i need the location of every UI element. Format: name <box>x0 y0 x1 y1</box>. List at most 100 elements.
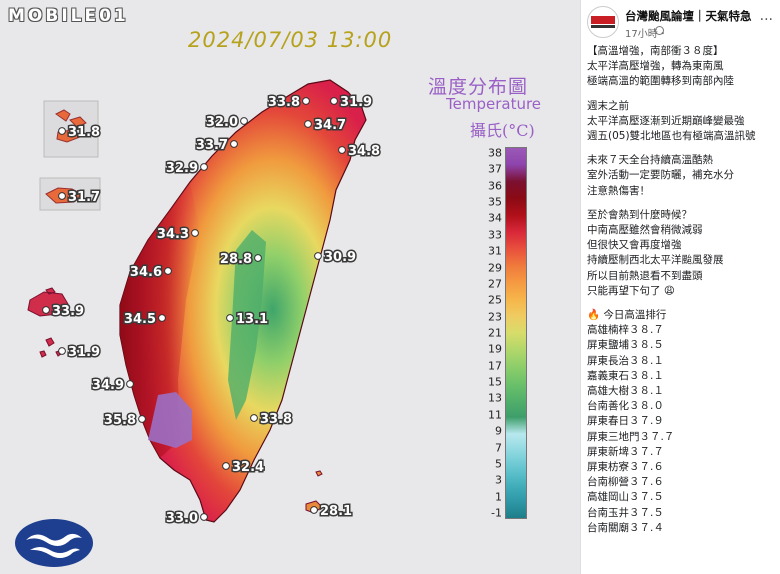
post-text-line <box>587 299 777 308</box>
colorbar-tick-label: 11 <box>488 408 502 422</box>
station-temperature-label: 34.3 <box>157 227 189 242</box>
station-temperature-label: 32.9 <box>166 161 198 176</box>
station-dot <box>338 146 346 154</box>
colorbar-tick-label: 34 <box>488 211 502 225</box>
post-text-line <box>587 199 777 208</box>
colorbar-tick-label: 29 <box>488 261 502 275</box>
station-dot <box>126 380 134 388</box>
ranking-item: 高雄岡山３７.５ <box>587 491 664 504</box>
station-layer: 31.8 31.7 33.9 31.9 32.0 33.8 31.9 34.7 33.7 34.8… <box>42 94 382 528</box>
station-dot <box>254 254 262 262</box>
facebook-post-panel: 台灣颱風論壇｜天氣特急 17小時・ ··· 【高溫增強，南部衝３８度】 太平洋高壓… <box>580 0 780 574</box>
station-dot <box>230 140 238 148</box>
station-temperature-label: 31.7 <box>68 190 100 205</box>
station-dot <box>226 314 234 322</box>
colorbar-tick-label: 33 <box>488 228 502 242</box>
legend-title-chinese: 溫度分布圖 <box>428 76 529 98</box>
post-text-line: 週五(05)雙北地區也有極端高溫訊號 <box>587 130 756 143</box>
station-dot <box>240 117 248 125</box>
cwa-logo-icon <box>15 519 93 567</box>
post-text-line: 但很快又會再度增強 <box>587 239 682 252</box>
temperature-map-image[interactable]: 31.8 31.7 33.9 31.9 32.0 33.8 31.9 34.7 33.7 34.8… <box>0 0 580 574</box>
station-dot <box>191 229 199 237</box>
high-temperature-ranking-list: 高雄楠梓３８.７ 屏東鹽埔３８.５ 屏東長治３８.１ 嘉義東石３８.１ 高雄大樹３８.１… <box>587 323 777 536</box>
colorbar-tick-label: 38 <box>488 146 502 160</box>
page-name-link[interactable]: 台灣颱風論壇｜天氣特急 <box>625 9 752 23</box>
typhoon-forum-logo-icon <box>591 16 615 28</box>
station-temperature-label: 33.8 <box>268 95 300 110</box>
post-body-text: 【高溫增強，南部衝３８度】 太平洋高壓增強，轉為東南風 極端高溫的範圍轉移到南部內陸… <box>587 44 777 536</box>
post-text-line: 極端高溫的範圍轉移到南部內陸 <box>587 75 734 88</box>
colorbar-tick-label: 17 <box>488 359 502 373</box>
legend-title-english: Temperature <box>446 95 542 113</box>
penghu-islands <box>39 337 62 358</box>
mobile01-watermark: MOBILE01 <box>8 6 129 26</box>
colorbar-tick-label: 9 <box>495 424 502 438</box>
post-text-line <box>587 144 777 153</box>
station-temperature-label: 28.8 <box>220 252 252 267</box>
colorbar-tick-label: 3 <box>495 473 502 487</box>
station-temperature-label: 33.0 <box>166 511 198 526</box>
station-dot <box>58 347 66 355</box>
hottest-purple-zone <box>148 392 192 448</box>
station-dot <box>58 127 66 135</box>
station-temperature-label: 33.8 <box>260 412 292 427</box>
station-dot <box>250 414 258 422</box>
colorbar-tick-label: 37 <box>488 162 502 176</box>
station-temperature-label: 34.8 <box>348 144 380 159</box>
station-temperature-label: 32.0 <box>206 115 238 130</box>
station-temperature-label: 33.9 <box>52 304 84 319</box>
more-options-icon[interactable]: ··· <box>759 12 773 28</box>
station-dot <box>200 163 208 171</box>
station-temperature-label: 34.7 <box>314 118 346 133</box>
ranking-item: 高雄大樹３８.１ <box>587 385 664 398</box>
kinmen-islands <box>27 287 69 317</box>
post-text-line: 所以目前熱退看不到盡頭 <box>587 269 703 282</box>
map-datetime: 2024/07/03 13:00 <box>188 28 393 52</box>
ranking-item: 屏東三地門３７.７ <box>587 430 675 443</box>
ranking-item: 屏東新埤３７.７ <box>587 445 664 458</box>
post-text-lines: 【高溫增強，南部衝３８度】 太平洋高壓增強，轉為東南風 極端高溫的範圍轉移到南部內陸… <box>587 44 777 323</box>
colorbar-tick-label: -1 <box>491 506 502 520</box>
station-dot <box>158 314 166 322</box>
post-text-line: 只能再望下句了 😩 <box>587 284 675 297</box>
colorbar-tick-label: 13 <box>488 391 502 405</box>
station-dot <box>304 120 312 128</box>
page-avatar[interactable] <box>587 6 619 38</box>
colorbar-tick-labels: 38 37 36 35 34 33 31 29 27 25 23 21 19 17 15 13 11 9 7 5 3 1-… <box>476 146 502 520</box>
matsu-inset-box <box>43 100 99 158</box>
station-temperature-label: 35.8 <box>104 413 136 428</box>
station-temperature-label: 30.9 <box>324 250 356 265</box>
station-temperature-label: 34.5 <box>124 312 156 327</box>
ranking-item: 屏東長治３８.１ <box>587 354 664 367</box>
station-temperature-label: 32.4 <box>232 460 264 475</box>
station-dot <box>138 415 146 423</box>
post-text-line <box>587 90 777 99</box>
station-dot <box>314 252 322 260</box>
ranking-item: 台南善化３８.０ <box>587 400 664 413</box>
station-dot <box>310 506 318 514</box>
colorbar-tick-label: 19 <box>488 342 502 356</box>
post-text-line: 持續壓制西北太平洋颱風發展 <box>587 254 724 267</box>
station-dot <box>302 97 310 105</box>
station-temperature-label: 33.7 <box>196 138 228 153</box>
taiwan-temperature-map: 31.8 31.7 33.9 31.9 32.0 33.8 31.9 34.7 33.7 34.8… <box>27 79 382 528</box>
ranking-item: 屏東枋寮３７.６ <box>587 461 664 474</box>
station-temperature-label: 28.1 <box>320 504 352 519</box>
colorbar-tick-label: 35 <box>488 195 502 209</box>
central-mountain-zone <box>228 230 266 420</box>
colorbar-tick-label: 31 <box>488 244 502 258</box>
colorbar-tick-label: 5 <box>495 457 502 471</box>
station-temperature-label: 31.9 <box>68 345 100 360</box>
post-text-line: 🔥 今日高溫排行 <box>587 309 667 322</box>
station-dot <box>330 97 338 105</box>
ranking-item: 台南玉井３７.５ <box>587 506 664 519</box>
legend-unit: 攝氏(°C) <box>470 121 535 140</box>
station-dot <box>222 462 230 470</box>
ranking-item: 屏東春日３７.９ <box>587 415 664 428</box>
post-text-line: 太平洋高壓增強，轉為東南風 <box>587 60 724 73</box>
post-timestamp[interactable]: 17小時・ <box>625 29 668 40</box>
colorbar-tick-label: 15 <box>488 375 502 389</box>
post-text-line: 至於會熱到什麼時候？ <box>587 208 692 221</box>
station-temperature-label: 31.8 <box>68 125 100 140</box>
